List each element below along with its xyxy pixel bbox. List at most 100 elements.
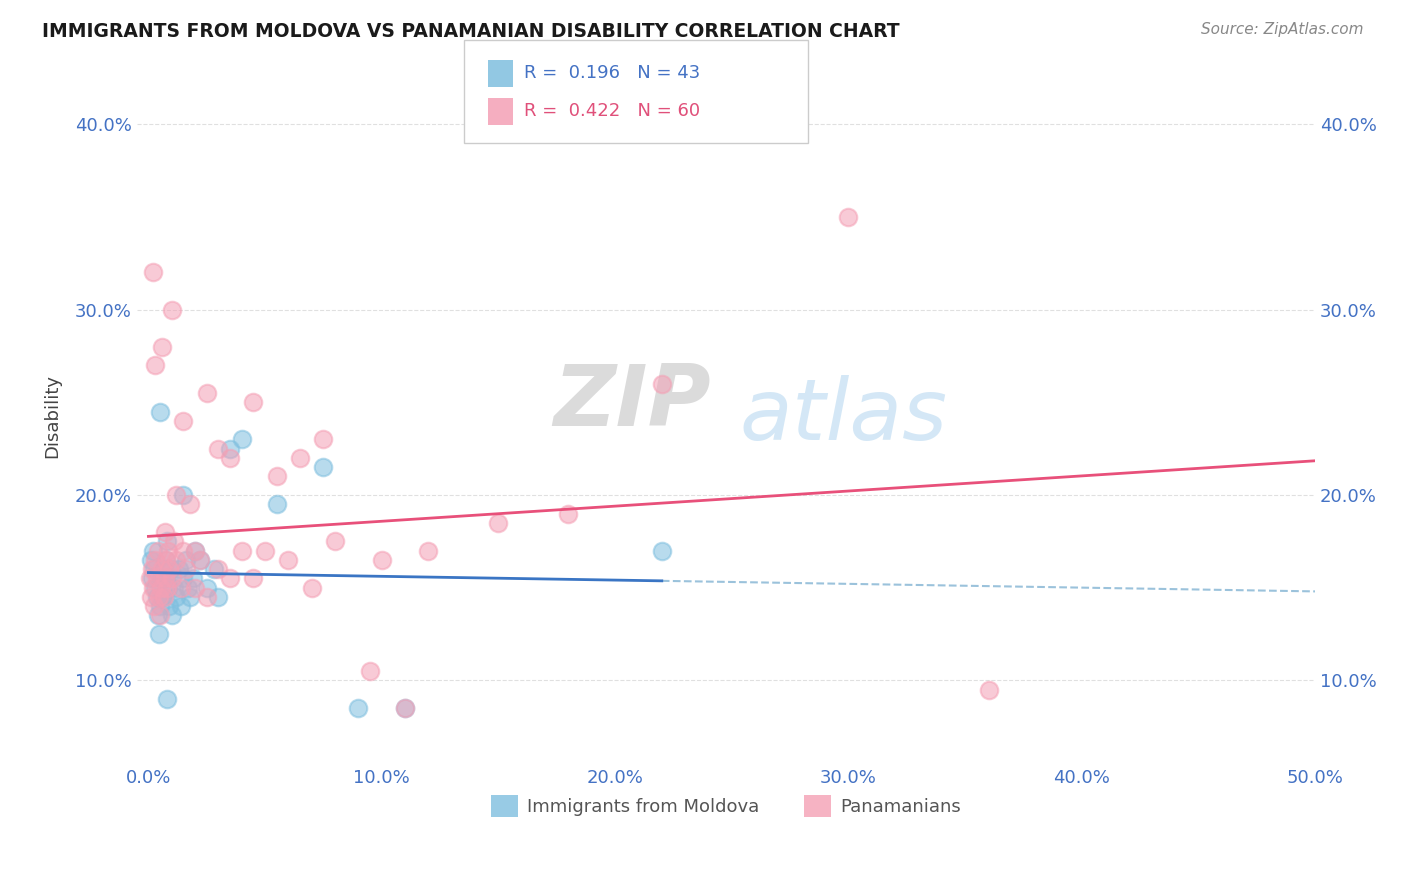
Point: [157, 562, 180, 576]
Point: [184, 581, 207, 595]
Point: [231, 543, 253, 558]
Point: [145, 553, 167, 567]
Point: [179, 497, 201, 511]
Point: [170, 599, 193, 614]
Point: [207, 442, 229, 456]
Point: [152, 590, 174, 604]
Point: [155, 553, 177, 567]
Point: [977, 682, 1000, 697]
Point: [149, 404, 172, 418]
Point: [142, 581, 165, 595]
Point: [167, 562, 190, 576]
Point: [323, 534, 346, 549]
Point: [146, 543, 169, 558]
Point: [651, 543, 673, 558]
Point: [156, 581, 179, 595]
Point: [157, 543, 180, 558]
Point: [202, 562, 225, 576]
Point: [153, 571, 176, 585]
Point: [219, 442, 242, 456]
Point: [188, 553, 211, 567]
Point: [219, 450, 242, 465]
Point: [156, 692, 179, 706]
Point: [160, 608, 183, 623]
Point: [165, 488, 187, 502]
Point: [148, 590, 170, 604]
Point: [172, 488, 194, 502]
Text: R =  0.196   N = 43: R = 0.196 N = 43: [524, 64, 700, 82]
Point: [157, 599, 180, 614]
Point: [266, 497, 288, 511]
Point: [165, 553, 187, 567]
Point: [184, 543, 207, 558]
Point: [141, 562, 163, 576]
Point: [195, 581, 218, 595]
Point: [163, 534, 186, 549]
Point: [207, 590, 229, 604]
Point: [150, 571, 173, 585]
Text: ZIP: ZIP: [553, 360, 710, 443]
Y-axis label: Disability: Disability: [44, 374, 60, 458]
Point: [219, 571, 242, 585]
Point: [174, 553, 197, 567]
Point: [207, 562, 229, 576]
Point: [347, 701, 370, 715]
Point: [153, 571, 176, 585]
Point: [165, 590, 187, 604]
Point: [231, 433, 253, 447]
Point: [139, 553, 162, 567]
Point: [254, 543, 277, 558]
Point: [557, 507, 579, 521]
Point: [394, 701, 416, 715]
Point: [418, 543, 440, 558]
Point: [170, 581, 193, 595]
Point: [143, 599, 166, 614]
Point: [301, 581, 323, 595]
Point: [195, 590, 218, 604]
Point: [145, 571, 167, 585]
Point: [160, 302, 183, 317]
Point: [152, 340, 174, 354]
Point: [152, 562, 174, 576]
Point: [651, 376, 673, 391]
Point: [181, 571, 204, 585]
Point: [150, 581, 173, 595]
Point: [172, 414, 194, 428]
Point: [359, 664, 381, 678]
Point: [172, 571, 194, 585]
Point: [145, 590, 167, 604]
Point: [242, 395, 264, 409]
Point: [174, 562, 197, 576]
Point: [156, 534, 179, 549]
Point: [277, 553, 299, 567]
Point: [145, 581, 167, 595]
Point: [139, 590, 162, 604]
Point: [146, 608, 169, 623]
Point: [152, 590, 174, 604]
Point: [371, 553, 394, 567]
Text: IMMIGRANTS FROM MOLDOVA VS PANAMANIAN DISABILITY CORRELATION CHART: IMMIGRANTS FROM MOLDOVA VS PANAMANIAN DI…: [42, 22, 900, 41]
Point: [152, 562, 174, 576]
Point: [179, 590, 201, 604]
Point: [142, 265, 165, 279]
Point: [288, 450, 311, 465]
Point: [160, 571, 183, 585]
Point: [163, 581, 186, 595]
Point: [195, 386, 218, 401]
Point: [141, 571, 163, 585]
Point: [394, 701, 416, 715]
Point: [153, 524, 176, 539]
Point: [488, 516, 510, 530]
Point: [143, 562, 166, 576]
Point: [312, 433, 335, 447]
Point: [188, 553, 211, 567]
Point: [157, 581, 180, 595]
Text: atlas: atlas: [740, 375, 948, 458]
Point: [172, 543, 194, 558]
Text: Source: ZipAtlas.com: Source: ZipAtlas.com: [1201, 22, 1364, 37]
Text: R =  0.422   N = 60: R = 0.422 N = 60: [524, 103, 700, 120]
Point: [266, 469, 288, 483]
Point: [148, 627, 170, 641]
Point: [177, 581, 200, 595]
Point: [149, 608, 172, 623]
